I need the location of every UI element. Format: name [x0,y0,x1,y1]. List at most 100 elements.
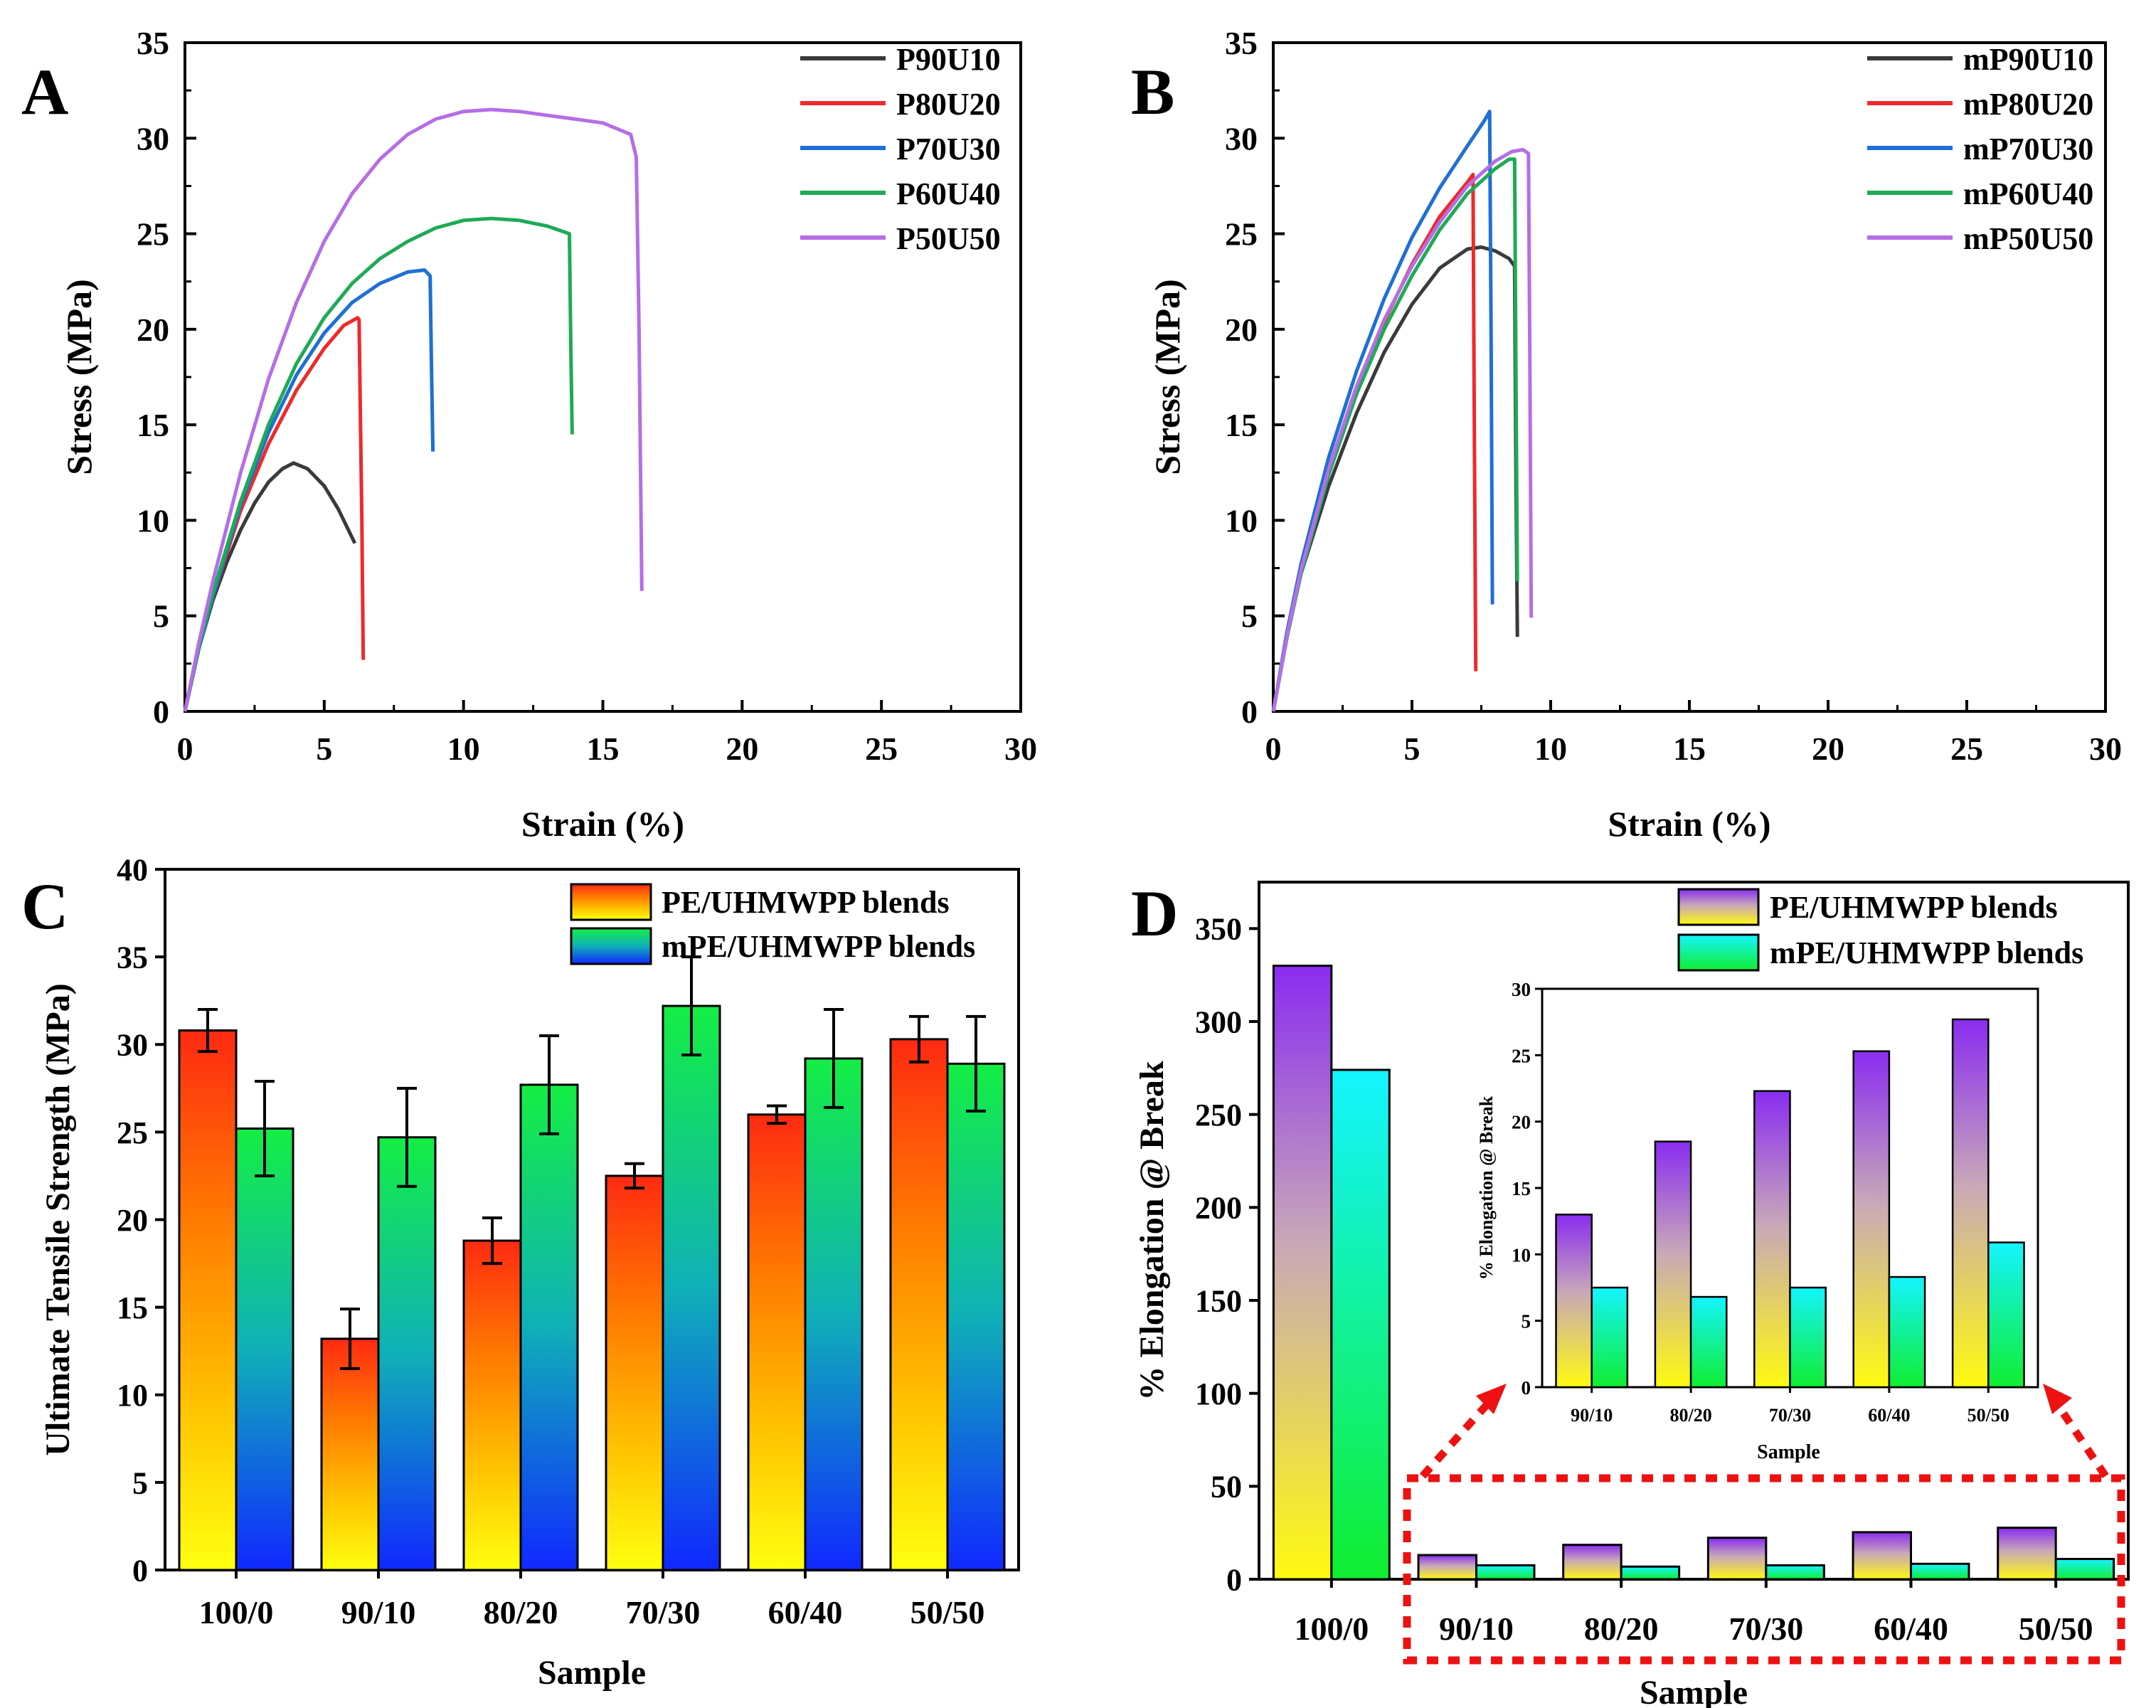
panel-d-elongation-chart: 100/0 90/10 80/20 70/30 60/40 50/500501001502… [1133,881,2130,1708]
panel-c-y-tick-label: 15 [117,1290,148,1325]
panel-a-y-tick-label: 15 [137,407,169,443]
panel-c-legend-label-mpe: mPE/UHMWPP blends [662,929,975,964]
panel-d-bar-mpe-80-20 [1620,1565,1681,1581]
panel-d-category-label: 50/50 [2019,1611,2093,1647]
panel-a-y-axis-label: Stress (MPa) [59,279,99,474]
inset-category-label: 60/40 [1868,1405,1910,1426]
panel-c-y-tick-label: 35 [117,940,148,975]
panel-d-y-tick-label: 300 [1195,1004,1242,1039]
panel-a-legend-label-p90u10: P90U10 [896,42,1001,77]
panel-c-bar-pe-70-30 [605,1174,664,1571]
panel-d-legend-label-mpe: mPE/UHMWPP blends [1770,935,2083,970]
panel-d-bar-mpe-60-40 [1910,1562,1970,1581]
panel-a-x-tick-label: 0 [177,731,193,767]
panel-c-bar-pe-100-0 [178,1029,238,1571]
panel-d-category-label: 80/20 [1584,1611,1659,1647]
panel-b-series-line-mp80u20 [1271,172,1478,712]
panel-c-bar-pe-50-50 [889,1038,949,1571]
panel-d-bar-pe-80-20 [1562,1544,1623,1581]
panel-b-x-tick-label: 30 [2089,731,2122,767]
panel-b-series-line-mp50u50 [1271,147,1534,712]
panel-d-y-tick-label: 50 [1211,1470,1242,1505]
inset-y-tick-label: 30 [1512,979,1531,1000]
panel-a-series-line-p50u50 [183,107,644,712]
panel-b-y-tick-label: 5 [1241,598,1258,635]
panel-d-bar-mpe-100-0 [1330,1068,1391,1581]
panel-c-bar-mpe-100-0 [235,1127,294,1571]
panel-a-x-tick-label: 5 [316,731,332,767]
panel-a-series-line-p80u20 [183,316,366,712]
panel-a-y-tick-label: 35 [137,25,169,61]
panel-d-y-tick-label: 0 [1226,1562,1242,1597]
panel-a-stress-strain-chart: 0 5 10 15 20 25 30 0 5 10 15 20 25 30 35 Strain (%) Stre… [59,25,1037,844]
panel-b-stress-strain-chart: 0 5 10 15 20 25 30 0 5 10 15 20 25 30 35 Strain (%) Stre… [1147,25,2122,844]
highlight-arrow-left-line [1419,1402,1490,1479]
panel-c-y-tick-label: 10 [117,1378,148,1413]
panel-c-bar-pe-90-10 [320,1337,380,1571]
panel-b-x-axis-label: Strain (%) [1608,804,1770,844]
panel-b-x-tick-label: 10 [1534,731,1567,767]
panel-d-plot-frame [1258,881,2130,1581]
panel-d-category-label: 90/10 [1439,1611,1514,1647]
panel-d-y-axis-label: % Elongation @ Break [1133,1061,1171,1400]
panel-a-legend-label-p80u20: P80U20 [896,87,1001,122]
panel-a-x-tick-label: 20 [726,731,758,767]
panel-d-legend-swatch-pe [1677,888,1760,926]
panel-a-y-tick-label: 5 [153,598,169,635]
inset-y-tick-label: 0 [1522,1377,1531,1399]
panel-d-bar-mpe-90-10 [1475,1564,1536,1581]
panel-c-category-label: 100/0 [199,1594,274,1630]
inset-y-tick-label: 20 [1512,1112,1531,1133]
panel-a-x-tick-label: 15 [587,731,620,767]
panel-d-category-label: 70/30 [1728,1611,1803,1647]
panel-label-b: B [1131,55,1174,128]
panel-b-y-tick-label: 35 [1225,25,1258,61]
panel-b-y-tick-label: 25 [1225,216,1258,253]
panel-label-a: A [21,55,68,128]
panel-c-y-tick-label: 0 [132,1553,148,1588]
panel-label-c: C [21,870,68,943]
panel-b-series-line-mp90u10 [1271,245,1519,712]
panel-d-bar-pe-100-0 [1272,965,1333,1581]
inset-bar-pe-80-20 [1654,1140,1692,1389]
panel-c-category-label: 80/20 [484,1594,558,1630]
panel-c-bar-mpe-70-30 [662,1004,721,1571]
inset-x-axis-label: Sample [1757,1441,1820,1463]
panel-c-category-label: 70/30 [626,1594,701,1630]
panel-c-bar-pe-60-40 [747,1113,807,1571]
panel-c-bar-mpe-50-50 [946,1062,1006,1571]
panel-c-tensile-strength-chart: 100/0 90/10 80/20 70/30 60/40 50/50 0 5 10 15 20 25… [39,852,1020,1692]
panel-b-y-tick-label: 15 [1225,407,1258,443]
panel-c-legend-swatch-pe [570,883,652,921]
panel-d-x-axis-label: Sample [1640,1674,1748,1708]
panel-a-x-tick-label: 30 [1004,731,1037,767]
panel-d-y-tick-label: 200 [1195,1191,1242,1226]
inset-bar-mpe-90-10 [1591,1286,1629,1389]
panel-b-legend-label-mp50u50: mP50U50 [1963,221,2093,256]
inset-category-label: 50/50 [1968,1405,2009,1426]
panel-a-y-tick-label: 30 [137,120,169,157]
panel-c-y-tick-label: 25 [117,1115,148,1150]
panel-c-bar-pe-80-20 [462,1239,522,1571]
panel-c-category-label: 50/50 [910,1594,985,1630]
inset-y-tick-label: 10 [1512,1244,1531,1266]
panel-a-y-tick-label: 25 [137,216,169,253]
inset-y-tick-label: 5 [1522,1311,1531,1332]
panel-d-y-tick-label: 350 [1195,912,1242,947]
panel-b-legend-label-mp60u40: mP60U40 [1963,176,2093,211]
panel-d-y-tick-label: 150 [1195,1283,1242,1318]
panel-d-bar-pe-60-40 [1852,1531,1913,1581]
panel-d-category-label: 60/40 [1874,1611,1948,1647]
inset-highlight [1403,1384,2125,1665]
panel-label-d: D [1131,877,1178,950]
highlight-arrow-left-head [1476,1384,1507,1414]
panel-d-inset-chart: 90/10 80/20 70/30 60/40 50/50 0 5 10 15 20 25 30 Sam… [1476,979,2039,1463]
panel-c-x-axis-label: Sample [538,1654,646,1692]
panel-c-legend-label-pe: PE/UHMWPP blends [662,885,950,920]
panel-c-bar-mpe-80-20 [519,1083,579,1571]
panel-c-y-tick-label: 30 [117,1028,148,1063]
panel-b-y-tick-label: 20 [1225,312,1258,348]
panel-a-x-tick-label: 25 [865,731,898,767]
panel-d-legend-label-pe: PE/UHMWPP blends [1770,890,2058,925]
panel-b-y-axis-label: Stress (MPa) [1147,279,1187,474]
